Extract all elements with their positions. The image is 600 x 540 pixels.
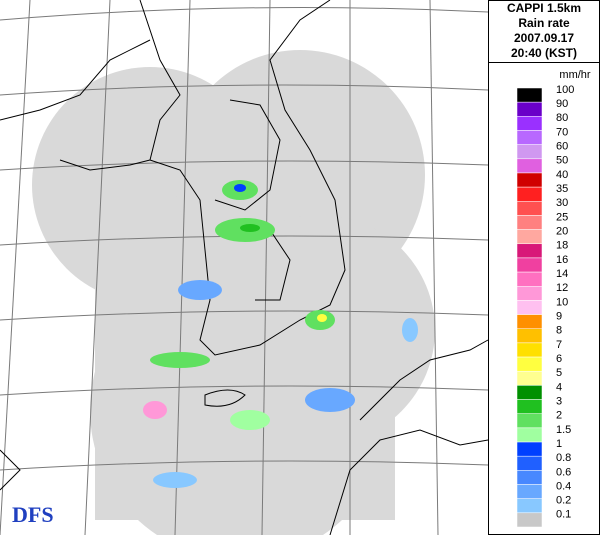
legend-swatch	[516, 427, 543, 443]
graticule	[0, 0, 489, 536]
legend-swatch	[516, 470, 543, 485]
legend-unit: mm/hr	[559, 69, 591, 81]
legend-label: 70	[556, 126, 568, 138]
legend-label: 10	[556, 296, 568, 308]
legend-label: 16	[556, 254, 568, 266]
header-line: 2007.09.17	[514, 31, 574, 45]
legend-label: 20	[556, 226, 568, 238]
legend-swatch	[516, 116, 543, 131]
legend-label: 25	[556, 211, 568, 223]
legend-label: 9	[556, 310, 562, 322]
legend-label: 8	[556, 325, 562, 337]
header-line: CAPPI 1.5km	[507, 1, 581, 15]
logo: DFS	[12, 502, 54, 527]
legend-swatch	[516, 413, 543, 429]
legend-label: 30	[556, 197, 568, 209]
legend-swatch	[516, 286, 543, 301]
legend-label: 1	[556, 438, 562, 450]
legend-swatch	[516, 101, 543, 117]
legend-swatch	[516, 342, 543, 358]
legend-swatch	[516, 484, 543, 499]
legend-label: 12	[556, 282, 568, 294]
legend-swatch	[516, 215, 543, 230]
legend-panel	[488, 0, 600, 535]
legend-swatch	[516, 498, 543, 514]
legend-label: 18	[556, 240, 568, 252]
legend-swatch	[516, 455, 543, 471]
legend-label: 6	[556, 353, 562, 365]
legend-label: 90	[556, 98, 568, 110]
header-line: 20:40 (KST)	[511, 46, 577, 60]
legend-swatch	[516, 144, 543, 160]
legend-label: 2	[556, 410, 562, 422]
legend-label: 14	[556, 268, 568, 280]
legend-label: 7	[556, 339, 562, 351]
legend-swatch	[516, 328, 543, 344]
coastlines	[0, 0, 489, 536]
legend-label: 0.4	[556, 480, 571, 492]
legend-label: 60	[556, 141, 568, 153]
legend-swatch	[516, 300, 543, 315]
header-line: Rain rate	[518, 16, 570, 30]
legend-label: 0.6	[556, 466, 571, 478]
legend-swatch	[516, 87, 543, 103]
legend-label: 50	[556, 155, 568, 167]
legend-swatch	[516, 271, 543, 287]
legend-label: 1.5	[556, 424, 571, 436]
legend-label: 0.2	[556, 495, 571, 507]
legend-label: 0.1	[556, 509, 571, 521]
legend-swatch	[516, 399, 543, 414]
legend-swatch	[516, 314, 543, 329]
legend-label: 3	[556, 395, 562, 407]
legend-swatch	[516, 441, 543, 457]
legend-label: 35	[556, 183, 568, 195]
legend-swatch	[516, 385, 543, 400]
legend-label: 100	[556, 84, 574, 96]
legend-swatch	[516, 257, 543, 273]
legend-swatch	[516, 356, 543, 372]
legend-swatch	[516, 370, 543, 386]
legend-label: 80	[556, 112, 568, 124]
legend-label: 5	[556, 367, 562, 379]
legend-swatch	[516, 186, 543, 202]
legend-label: 0.8	[556, 452, 571, 464]
legend-swatch	[516, 229, 543, 245]
legend-swatch	[516, 512, 543, 528]
rain-echoes	[143, 180, 418, 488]
legend-swatch	[516, 201, 543, 216]
legend-swatch	[516, 158, 543, 174]
legend-swatch	[516, 243, 543, 259]
legend-label: 40	[556, 169, 568, 181]
legend-label: 4	[556, 381, 562, 393]
radar-coverage	[32, 50, 435, 540]
legend-swatch	[516, 172, 543, 188]
legend-swatch	[516, 130, 543, 145]
